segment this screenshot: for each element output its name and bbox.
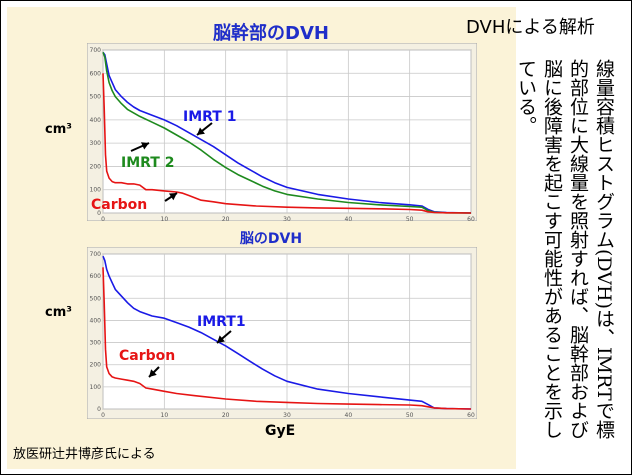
bottom-y-tick-label: 500 xyxy=(90,295,102,302)
bottom-chart-ylabel: cm³ xyxy=(45,305,72,320)
top-y-tick-label: 500 xyxy=(90,94,102,101)
bottom-y-tick-label: 400 xyxy=(90,317,102,324)
top-arrow-head xyxy=(197,127,205,135)
top-y-tick-label: 700 xyxy=(90,47,102,54)
bottom-x-tick-label: 0 xyxy=(101,412,105,419)
bottom-x-tick-label: 30 xyxy=(283,412,291,419)
bottom-x-tick-label: 50 xyxy=(406,412,414,419)
bottom-x-tick-label: 10 xyxy=(161,412,169,419)
top-x-tick-label: 60 xyxy=(467,216,475,221)
top-chart-ylabel: cm³ xyxy=(45,122,72,137)
bottom-x-tick-label: 20 xyxy=(222,412,230,419)
bottom-series-imrt1-line xyxy=(102,255,472,410)
slide-title: DVHによる解析 xyxy=(466,17,595,38)
bottom-y-tick-label: 700 xyxy=(90,251,102,258)
bottom-series-carbon-line xyxy=(102,267,472,410)
top-y-tick-label: 600 xyxy=(90,70,102,77)
top-label-imrt-2: IMRT 2 xyxy=(121,155,174,171)
top-x-tick-label: 40 xyxy=(345,216,353,221)
top-y-tick-label: 0 xyxy=(97,210,101,217)
bottom-y-tick-label: 600 xyxy=(90,273,102,280)
bottom-y-tick-label: 200 xyxy=(90,362,102,369)
top-series-imrt-2-line xyxy=(102,52,472,214)
top-y-tick-label: 300 xyxy=(90,140,102,147)
top-label-carbon: Carbon xyxy=(91,197,147,213)
bottom-label-imrt1: IMRT1 xyxy=(197,314,246,330)
bottom-dvh-chart: 0 10 20 30 40 50 600100200300400500600700IMRT1… xyxy=(87,247,477,419)
bottom-x-tick-label: 40 xyxy=(345,412,353,419)
top-y-tick-label: 400 xyxy=(90,117,102,124)
bottom-arrow-head xyxy=(217,335,225,343)
top-series-imrt-1-line xyxy=(102,51,472,214)
bottom-y-tick-label: 300 xyxy=(90,340,102,347)
top-chart-title: 脳幹部のDVH xyxy=(213,23,329,44)
bottom-chart-title: 脳のDVH xyxy=(239,231,303,247)
top-dvh-chart: 0 10 20 30 40 50 600100200300400500600700IMRT … xyxy=(87,43,477,221)
bottom-chart-xlabel: GyE xyxy=(265,423,296,439)
top-x-tick-label: 20 xyxy=(222,216,230,221)
top-arrow-head xyxy=(140,142,149,150)
bottom-y-tick-label: 0 xyxy=(97,406,101,413)
bottom-x-tick-label: 60 xyxy=(467,412,475,419)
top-y-tick-label: 200 xyxy=(90,163,102,170)
bottom-label-carbon: Carbon xyxy=(119,348,175,364)
bottom-arrow-head xyxy=(149,369,157,377)
top-series-carbon-line xyxy=(102,73,472,214)
explanation-vertical-text: 線量容積ヒストグラム(DVH)は、IMRTで標的部位に大線量を照射すれば、脳幹部… xyxy=(515,59,615,439)
top-y-tick-label: 100 xyxy=(90,187,102,194)
top-x-tick-label: 10 xyxy=(161,216,169,221)
top-x-tick-label: 50 xyxy=(406,216,414,221)
credit-footer: 放医研辻井博彦氏による xyxy=(13,447,156,462)
top-arrow-head xyxy=(168,193,177,201)
top-label-imrt-1: IMRT 1 xyxy=(183,109,236,125)
top-x-tick-label: 30 xyxy=(283,216,291,221)
top-x-tick-label: 0 xyxy=(101,216,105,221)
bottom-y-tick-label: 100 xyxy=(90,384,102,391)
